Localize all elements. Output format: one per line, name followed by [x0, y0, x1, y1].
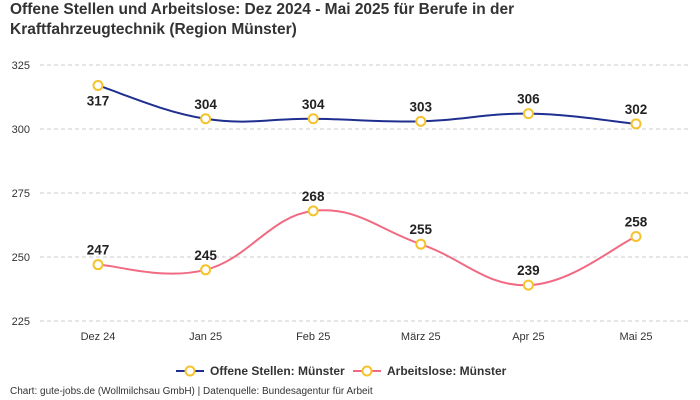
y-tick-label: 275	[12, 188, 30, 200]
data-label: 239	[517, 263, 540, 278]
data-label: 247	[87, 243, 110, 258]
data-point	[415, 115, 427, 127]
x-tick-label: Dez 24	[81, 331, 116, 343]
y-tick-label: 300	[12, 124, 30, 136]
legend-marker	[184, 365, 196, 377]
data-label: 245	[194, 248, 217, 263]
data-point	[307, 205, 319, 217]
legend-marker	[361, 365, 373, 377]
data-label: 304	[302, 97, 325, 112]
data-point	[522, 108, 534, 120]
series-line	[97, 84, 637, 125]
data-point	[92, 259, 104, 271]
y-tick-label: 225	[12, 316, 30, 328]
legend-label: Offene Stellen: Münster	[210, 364, 345, 378]
data-label: 258	[625, 215, 648, 230]
x-tick-label: März 25	[401, 331, 441, 343]
x-tick-label: Apr 25	[512, 331, 544, 343]
legend-label: Arbeitslose: Münster	[387, 364, 507, 378]
data-label: 303	[410, 99, 433, 114]
data-point	[630, 231, 642, 243]
data-label: 268	[302, 189, 325, 204]
data-label: 306	[517, 92, 540, 107]
data-label: 317	[87, 93, 110, 108]
chart-title: Offene Stellen und Arbeitslose: Dez 2024…	[10, 1, 515, 38]
series-line	[97, 209, 637, 287]
data-point	[200, 264, 212, 276]
data-point	[415, 238, 427, 250]
data-point	[200, 113, 212, 125]
x-tick-label: Feb 25	[296, 331, 330, 343]
y-tick-label: 250	[12, 252, 30, 264]
data-label: 255	[410, 222, 433, 237]
data-point	[307, 113, 319, 125]
x-tick-label: Mai 25	[619, 331, 652, 343]
data-point	[630, 118, 642, 130]
chart-credits: Chart: gute-jobs.de (Wollmilchsau GmbH) …	[10, 386, 373, 397]
x-tick-label: Jan 25	[189, 331, 222, 343]
data-label: 302	[625, 102, 648, 117]
data-point	[522, 279, 534, 291]
y-tick-label: 325	[12, 60, 30, 72]
data-point	[92, 79, 104, 91]
data-label: 304	[194, 97, 217, 112]
